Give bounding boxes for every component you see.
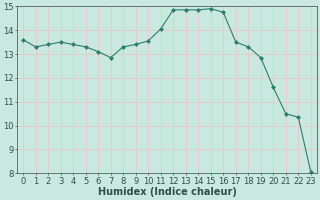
X-axis label: Humidex (Indice chaleur): Humidex (Indice chaleur) [98, 187, 236, 197]
